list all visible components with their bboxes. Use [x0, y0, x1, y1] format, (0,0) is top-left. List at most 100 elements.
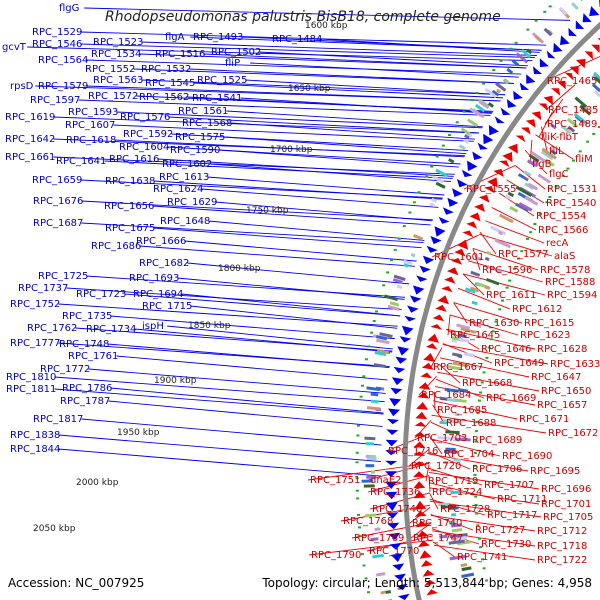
- forward-gene-arrow: [546, 50, 556, 59]
- label-connector: [467, 260, 544, 283]
- forward-gene-arrow: [387, 418, 400, 425]
- feature-tick: [474, 440, 478, 443]
- label-connector: [58, 434, 382, 463]
- reverse-gene-arrow: [525, 119, 536, 128]
- label-connector: [431, 414, 547, 434]
- genome-summary-text: Topology: circular; Length: 5,513,844 bp…: [262, 576, 592, 590]
- feature-tick: [362, 375, 366, 378]
- reverse-gene-arrow: [426, 589, 439, 596]
- reverse-gene-arrow: [414, 431, 426, 437]
- feature-band: [451, 338, 458, 344]
- feature-band: [432, 175, 444, 184]
- feature-band: [537, 173, 552, 184]
- forward-gene-arrow: [385, 481, 398, 489]
- genome-backbone: [402, 21, 600, 600]
- forward-gene-arrow: [532, 66, 543, 75]
- label-connector: [540, 126, 548, 152]
- feature-tick: [364, 577, 368, 580]
- label-connector: [226, 110, 483, 128]
- forward-gene-arrow: [394, 573, 406, 581]
- forward-gene-arrow: [387, 522, 400, 530]
- feature-tick: [474, 503, 478, 506]
- feature-band: [485, 277, 500, 286]
- feature-tick: [448, 134, 451, 136]
- forward-gene-arrow: [395, 583, 408, 591]
- gene-label-reverse: RPC_1703: [417, 433, 467, 444]
- feature-tick: [364, 358, 368, 361]
- gene-label-reverse: RPC_1719: [428, 476, 478, 487]
- gene-label-reverse: RPC_1671: [519, 414, 569, 425]
- feature-tick: [408, 211, 412, 214]
- feature-band: [450, 523, 463, 528]
- feature-band: [523, 170, 532, 177]
- feature-band: [429, 202, 436, 208]
- label-connector: [432, 404, 445, 424]
- feature-band: [403, 259, 413, 266]
- feature-tick: [482, 371, 486, 374]
- gene-label-reverse: RPC_1578: [540, 265, 590, 276]
- forward-gene-arrow: [422, 255, 435, 264]
- gene-label-forward: RPC_1686: [91, 241, 141, 252]
- gene-label-reverse: RPC_1711: [497, 494, 547, 505]
- feature-band: [439, 534, 448, 539]
- forward-gene-arrow: [483, 133, 494, 145]
- reverse-gene-arrow: [416, 402, 429, 410]
- label-connector: [181, 293, 401, 317]
- label-connector: [86, 275, 406, 298]
- label-connector: [171, 133, 469, 152]
- forward-gene-arrow: [397, 593, 410, 600]
- gene-label-forward: RPC_1575: [175, 132, 225, 143]
- feature-band: [487, 102, 494, 108]
- forward-gene-arrow: [426, 245, 438, 253]
- gene-label-forward: RPC_1592: [123, 129, 173, 140]
- forward-gene-arrow: [385, 439, 398, 447]
- label-connector: [425, 464, 430, 482]
- reverse-gene-arrow: [430, 324, 443, 330]
- gene-label-forward: RPC_1593: [68, 107, 118, 118]
- gene-label-forward: RPC_1545: [145, 78, 195, 89]
- kbp-tick-label: 1650 kbp: [288, 84, 331, 94]
- feature-band: [447, 506, 459, 511]
- gene-label-reverse: RPC_1645: [450, 330, 500, 341]
- feature-tick: [482, 82, 486, 85]
- feature-band: [460, 327, 477, 334]
- feature-band: [520, 48, 532, 59]
- forward-gene-arrow: [560, 35, 570, 45]
- gene-label-reverse: RPC_1740: [412, 518, 462, 529]
- label-connector: [535, 134, 574, 160]
- feature-tick: [485, 356, 489, 359]
- feature-band: [413, 234, 424, 241]
- gene-label-forward: RPC_1761: [68, 351, 118, 362]
- feature-band: [370, 399, 380, 404]
- label-connector: [438, 363, 461, 384]
- gene-label-forward: RPC_1723: [76, 289, 126, 300]
- feature-tick: [375, 310, 378, 313]
- label-connector: [84, 7, 571, 21]
- feature-tick: [478, 399, 481, 402]
- gene-label-forward: RPC_1561: [178, 106, 228, 117]
- gene-label-forward: RPC_1597: [30, 95, 80, 106]
- label-connector: [259, 51, 529, 67]
- label-connector: [81, 200, 433, 221]
- feature-band: [384, 294, 399, 302]
- reverse-gene-arrow: [474, 203, 485, 212]
- map-title: Rhodopseudomonas palustris BisB18, compl…: [105, 9, 501, 25]
- forward-gene-arrow: [385, 502, 398, 511]
- feature-band: [491, 89, 500, 97]
- feature-band: [593, 71, 600, 81]
- forward-gene-arrow: [472, 151, 483, 160]
- gene-label-forward: fliP: [225, 58, 240, 69]
- label-connector: [437, 371, 540, 392]
- kbp-tick-label: 1950 kbp: [117, 428, 160, 438]
- feature-band: [445, 430, 460, 435]
- forward-gene-arrow: [392, 563, 405, 571]
- label-connector: [308, 539, 434, 556]
- gene-label-forward: RPC_1529: [32, 27, 82, 38]
- reverse-gene-arrow: [432, 314, 445, 322]
- gene-label-forward: RPC_1838: [10, 430, 60, 441]
- gene-label-forward: rpsD: [10, 81, 34, 92]
- feature-band: [451, 528, 463, 533]
- gene-label-reverse: RPC_1577: [498, 249, 548, 260]
- feature-band: [550, 123, 557, 130]
- label-connector: [245, 79, 506, 96]
